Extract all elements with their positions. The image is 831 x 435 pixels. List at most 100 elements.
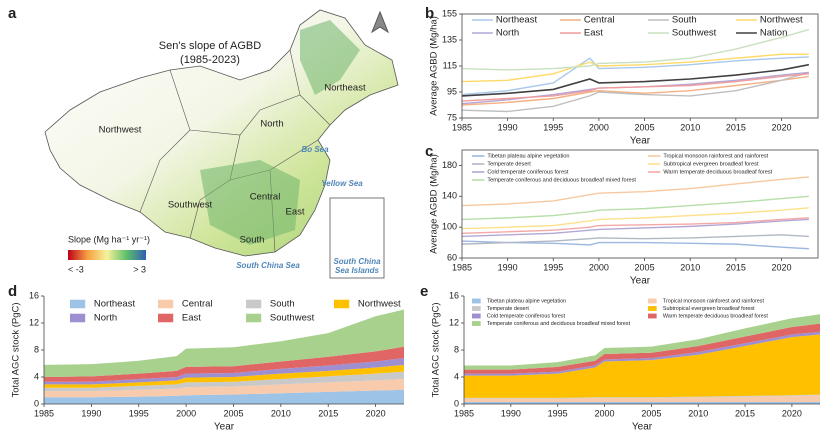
series-area	[44, 309, 404, 377]
series-line	[461, 71, 810, 113]
legend-label: Warm temperate deciduous broadleaf fores…	[663, 169, 772, 175]
legend-label: Temperate coniferous and deciduous broad…	[487, 177, 636, 183]
y-tick-label: 60	[447, 252, 457, 262]
legend-swatch	[334, 299, 350, 309]
legend-swatch	[70, 313, 86, 323]
x-tick-label: 1985	[34, 408, 54, 418]
x-tick-label: 2000	[176, 408, 196, 418]
y-tick-label: 75	[447, 112, 457, 122]
series-line	[461, 63, 810, 97]
series-area	[464, 323, 820, 374]
x-tick-label: 1995	[129, 408, 149, 418]
islands-inset	[329, 197, 385, 279]
legend-swatch	[246, 313, 262, 323]
x-tick-label: 2000	[589, 122, 609, 132]
y-axis-title: Total AGC stock (PgC)	[11, 302, 22, 397]
legend-label: Northwest	[358, 299, 401, 310]
region-label: Northwest	[99, 125, 142, 136]
x-tick-label: 2015	[726, 262, 746, 272]
x-tick-label: 1995	[548, 408, 568, 418]
series-area	[44, 364, 404, 388]
series-line	[461, 28, 810, 71]
panel-label: e	[420, 283, 428, 300]
x-tick-label: 2000	[589, 262, 609, 272]
y-tick-label: 8	[34, 344, 39, 354]
series-line	[461, 53, 809, 83]
legend-label: Cold temperate coniferous forest	[487, 169, 569, 175]
y-tick-label: 180	[442, 160, 457, 170]
y-tick-label: 12	[29, 317, 39, 327]
series-area	[44, 346, 404, 382]
legend-label: Central	[182, 299, 213, 310]
x-tick-label: 1990	[81, 408, 101, 418]
plot-frame	[461, 149, 819, 259]
series-line	[461, 71, 809, 105]
x-tick-label: 1985	[454, 408, 474, 418]
legend-label: Warm temperate deciduous broadleaf fores…	[663, 313, 768, 319]
series-line	[461, 56, 809, 96]
legend-label: Temperate desert	[487, 161, 531, 167]
panel-label: b	[425, 5, 434, 22]
legend-label: South	[672, 15, 697, 26]
series-area	[464, 394, 820, 399]
legend-label: Central	[584, 15, 615, 26]
legend-label: Cold temperate coniferous forest	[487, 313, 566, 319]
y-axis-title: Average AGBD (Mg/ha)	[429, 154, 440, 254]
region-label: Central	[250, 192, 281, 203]
legend-label: Northeast	[496, 15, 538, 26]
x-tick-label: 1990	[501, 408, 521, 418]
legend-swatch	[472, 306, 481, 311]
y-tick-label: 140	[442, 191, 457, 201]
series-line	[461, 176, 809, 207]
series-line	[461, 195, 809, 221]
x-axis-title: Year	[630, 276, 651, 287]
y-tick-label: 155	[442, 8, 457, 18]
x-axis-title: Year	[632, 422, 653, 433]
legend-swatch	[246, 299, 262, 309]
y-tick-label: 95	[447, 86, 457, 96]
x-tick-label: 2020	[782, 408, 802, 418]
series-line	[461, 207, 809, 230]
y-tick-label: 0	[454, 398, 459, 408]
x-tick-label: 2015	[726, 122, 746, 132]
legend-label: Temperate desert	[487, 306, 529, 312]
x-tick-label: 2005	[223, 408, 243, 418]
legend-label: Tropical monsoon rainforest and rainfore…	[663, 298, 765, 304]
x-tick-label: 2015	[318, 408, 338, 418]
legend-label: Southwest	[672, 28, 717, 39]
legend-label: East	[584, 28, 603, 39]
y-tick-label: 16	[449, 290, 459, 300]
series-line	[461, 73, 809, 102]
y-tick-label: 16	[29, 290, 39, 300]
legend-swatch	[648, 298, 657, 304]
y-tick-label: 12	[449, 317, 459, 327]
x-tick-label: 2020	[771, 262, 791, 272]
series-line	[461, 217, 809, 235]
y-tick-label: 0	[34, 398, 39, 408]
x-tick-label: 2020	[771, 122, 791, 132]
legend-swatch	[158, 299, 174, 309]
panel-label: a	[8, 5, 17, 22]
x-tick-label: 1995	[543, 262, 563, 272]
legend-label: Northeast	[94, 299, 136, 310]
map-title: Sen's slope of AGBD	[159, 40, 261, 52]
sea-label: Yellow Sea	[321, 179, 363, 188]
y-axis-title: Total AGC stock (PgC)	[431, 302, 442, 397]
panel-label: d	[8, 283, 17, 300]
legend-label: Subtropical evergreen broadleaf forest	[663, 306, 755, 312]
legend-label: Tibetan plateau alpine vegetation	[487, 153, 569, 159]
legend-label: East	[182, 313, 201, 324]
x-tick-label: 2010	[688, 408, 708, 418]
legend-swatch	[70, 299, 86, 309]
region-label: South	[240, 235, 265, 246]
legend-label: South	[270, 299, 295, 310]
x-tick-label: 1985	[452, 262, 472, 272]
x-tick-label: 2005	[635, 262, 655, 272]
x-tick-label: 2015	[735, 408, 755, 418]
legend-label: Southwest	[270, 313, 315, 324]
region-label: Southwest	[168, 200, 213, 211]
x-tick-label: 2010	[680, 122, 700, 132]
series-line	[461, 75, 809, 106]
series-area	[464, 401, 820, 404]
